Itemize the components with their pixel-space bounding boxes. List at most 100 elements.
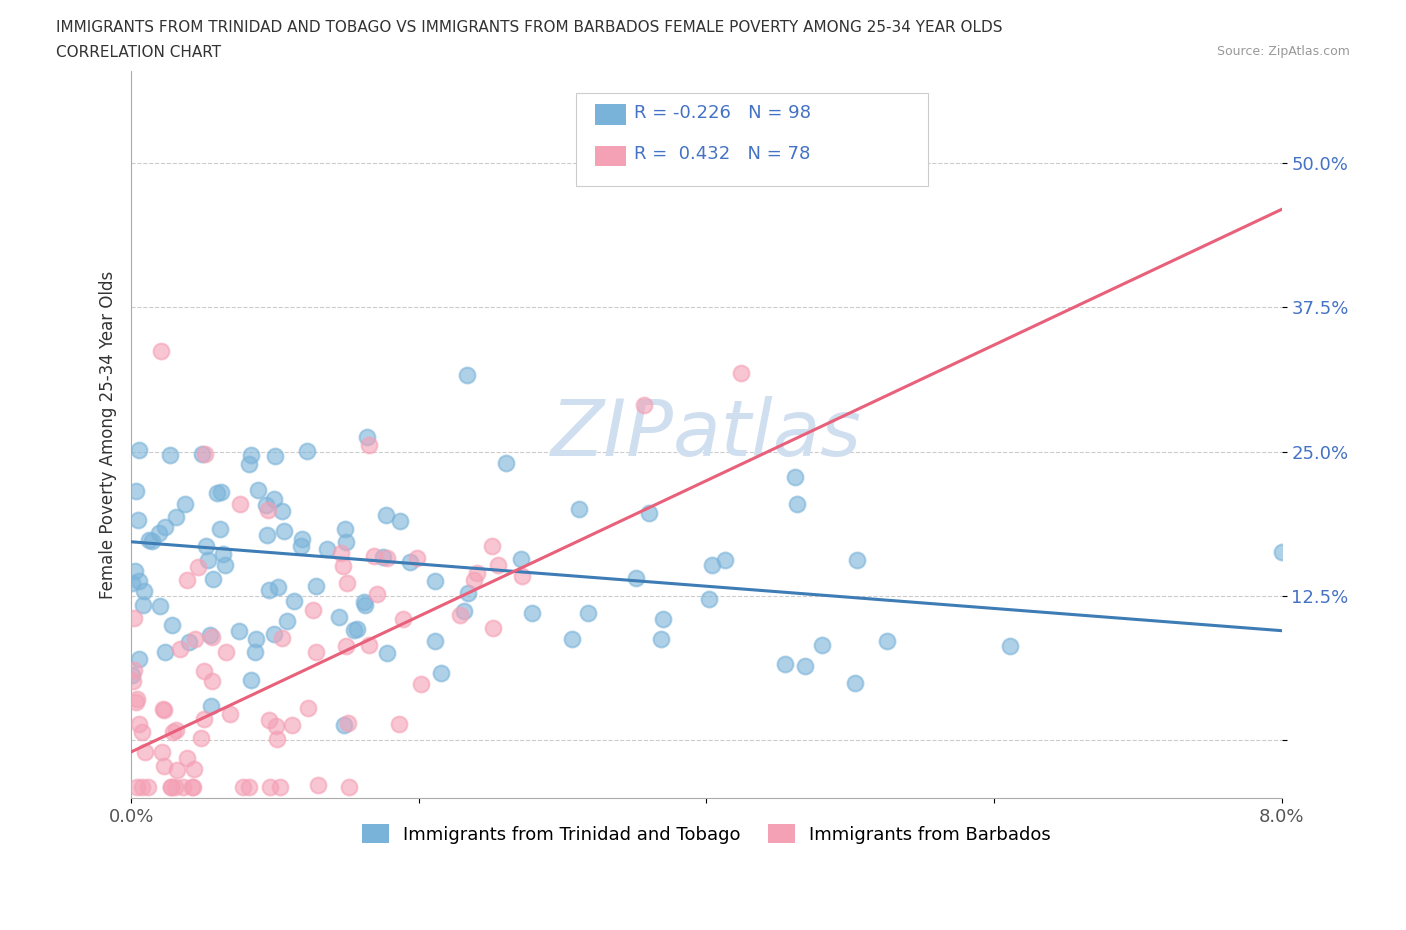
Point xyxy=(730,365,752,380)
Point xyxy=(200,698,222,713)
Point xyxy=(335,522,357,537)
Point xyxy=(162,724,184,739)
Point xyxy=(337,715,360,730)
Point xyxy=(305,644,328,659)
Point xyxy=(159,448,181,463)
Point xyxy=(184,631,207,646)
Point xyxy=(366,586,388,601)
Point xyxy=(633,398,655,413)
Point xyxy=(785,470,807,485)
Point xyxy=(127,512,149,527)
Point xyxy=(131,779,153,794)
Point xyxy=(375,551,398,565)
Point xyxy=(176,751,198,765)
Point xyxy=(183,762,205,777)
Point xyxy=(160,779,183,794)
Point xyxy=(346,622,368,637)
Point xyxy=(205,485,228,500)
Point xyxy=(271,631,294,646)
Point xyxy=(411,676,433,691)
Point xyxy=(377,646,399,661)
Point xyxy=(714,552,737,567)
Point xyxy=(259,779,281,794)
Point xyxy=(181,779,204,794)
Point xyxy=(405,551,427,565)
Text: CORRELATION CHART: CORRELATION CHART xyxy=(56,45,221,60)
Point xyxy=(240,448,263,463)
Point xyxy=(127,779,149,794)
Point xyxy=(388,717,411,732)
Point xyxy=(198,627,221,642)
Point xyxy=(786,497,808,512)
Point xyxy=(163,779,186,794)
Point xyxy=(576,605,599,620)
Point xyxy=(495,456,517,471)
Point xyxy=(283,593,305,608)
Point xyxy=(481,620,503,635)
Point xyxy=(467,565,489,580)
Point xyxy=(425,633,447,648)
Point xyxy=(307,777,329,792)
Point xyxy=(773,657,796,671)
Text: IMMIGRANTS FROM TRINIDAD AND TOBAGO VS IMMIGRANTS FROM BARBADOS FEMALE POVERTY A: IMMIGRANTS FROM TRINIDAD AND TOBAGO VS I… xyxy=(56,20,1002,35)
Point xyxy=(172,779,194,794)
Point xyxy=(391,612,413,627)
Point xyxy=(134,584,156,599)
Y-axis label: Female Poverty Among 25-34 Year Olds: Female Poverty Among 25-34 Year Olds xyxy=(100,271,117,599)
Point xyxy=(131,724,153,739)
Point xyxy=(155,644,177,659)
Point xyxy=(363,549,385,564)
Point xyxy=(371,550,394,565)
Point xyxy=(337,779,360,794)
Point xyxy=(700,557,723,572)
Point xyxy=(193,663,215,678)
Point xyxy=(486,557,509,572)
Point xyxy=(457,586,479,601)
Point xyxy=(232,779,254,794)
Point xyxy=(650,631,672,646)
Point xyxy=(160,779,183,794)
Point xyxy=(197,553,219,568)
Point xyxy=(430,666,453,681)
Point xyxy=(121,674,143,689)
Point xyxy=(257,712,280,727)
Point xyxy=(245,631,267,646)
Point xyxy=(328,610,350,625)
Point xyxy=(228,624,250,639)
Point xyxy=(423,574,446,589)
Point xyxy=(128,717,150,732)
Point xyxy=(290,538,312,553)
Point xyxy=(209,485,232,499)
Point xyxy=(329,546,352,561)
Point xyxy=(122,611,145,626)
Point xyxy=(295,444,318,458)
Text: ZIPatlas: ZIPatlas xyxy=(551,396,862,472)
Point xyxy=(141,534,163,549)
Point xyxy=(219,707,242,722)
Point xyxy=(357,437,380,452)
Point xyxy=(624,570,647,585)
Point xyxy=(247,483,270,498)
Point xyxy=(305,578,328,593)
Point xyxy=(187,560,209,575)
Point xyxy=(211,547,233,562)
Point xyxy=(165,723,187,737)
Point xyxy=(125,484,148,498)
Text: R = -0.226   N = 98: R = -0.226 N = 98 xyxy=(634,103,811,122)
Point xyxy=(229,497,252,512)
Point xyxy=(449,607,471,622)
Point xyxy=(301,603,323,618)
Point xyxy=(169,642,191,657)
Point xyxy=(201,630,224,644)
Point xyxy=(463,572,485,587)
Point xyxy=(263,492,285,507)
Point xyxy=(136,779,159,794)
Point xyxy=(153,703,176,718)
Point xyxy=(215,644,238,659)
Point xyxy=(353,598,375,613)
Point xyxy=(176,572,198,587)
Legend: Immigrants from Trinidad and Tobago, Immigrants from Barbados: Immigrants from Trinidad and Tobago, Imm… xyxy=(354,817,1059,851)
Point xyxy=(264,449,287,464)
Text: Source: ZipAtlas.com: Source: ZipAtlas.com xyxy=(1216,45,1350,58)
Point xyxy=(122,662,145,677)
